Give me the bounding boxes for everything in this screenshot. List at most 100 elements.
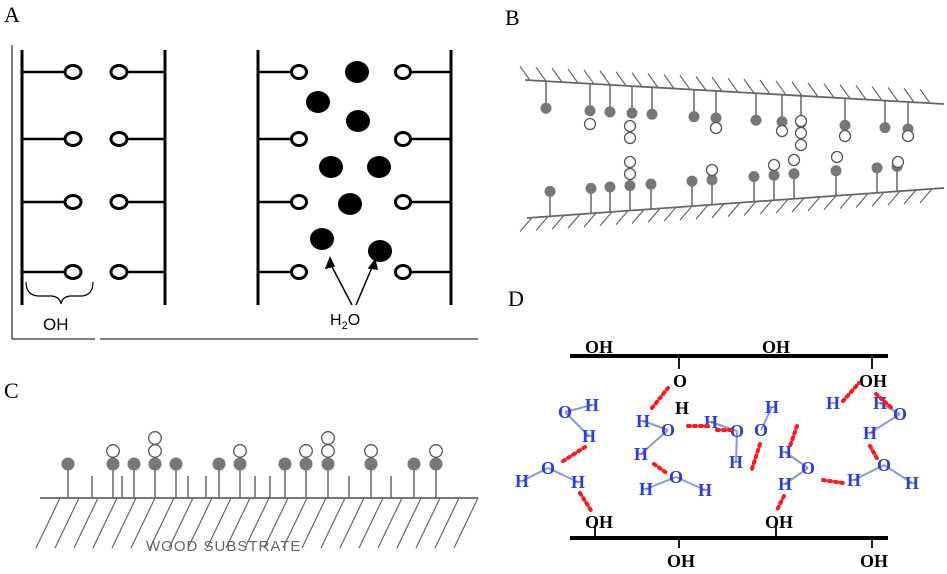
covalent-bond — [784, 451, 809, 469]
hydrogen-atom: H — [778, 474, 792, 494]
hydroxyl-group — [788, 168, 800, 199]
hydroxyl-stems — [61, 431, 443, 498]
water-molecule — [364, 444, 378, 458]
hydrogen-atom: H — [778, 442, 792, 462]
hydroxyl-group — [776, 94, 788, 128]
chain-stems — [594, 356, 873, 548]
hydrogen-atom: H — [571, 472, 585, 492]
hydroxyl-group — [394, 194, 412, 210]
oxygen-atom: O — [877, 455, 891, 475]
h2o-label: H2O — [330, 312, 360, 332]
water-molecule — [319, 156, 343, 178]
water-molecule — [775, 124, 789, 138]
hydroxyl-group — [321, 431, 335, 498]
oxygen-atom: O — [730, 421, 744, 441]
hydrogen-atom: H — [765, 397, 779, 417]
hydroxyl-group — [585, 182, 597, 214]
hydroxyl-group — [710, 90, 722, 124]
h2o-arrows — [324, 256, 378, 306]
hydrogen-atom: H — [847, 470, 861, 490]
water-molecule — [623, 167, 637, 181]
water-molecule — [794, 114, 808, 128]
hydrogen-atom: H — [634, 444, 648, 464]
hydrogen-atom: H — [515, 471, 529, 491]
oxygen-atom: O — [558, 402, 572, 422]
hydroxyl-group — [429, 444, 443, 498]
hydrogen-bond — [650, 386, 670, 410]
hydroxyl-group — [626, 86, 638, 119]
lower-hatching — [519, 188, 933, 233]
hydroxyl-group — [148, 431, 162, 498]
covalent-bond — [547, 467, 579, 483]
hydrogen-atom: H — [585, 395, 599, 415]
wood-substrate-label: WOOD SUBSTRATE — [146, 538, 301, 555]
hydrogen-bond — [841, 381, 861, 403]
hydroxyl-group — [871, 162, 883, 193]
oh-label: OH — [765, 512, 793, 532]
oh-label: OH — [585, 337, 613, 357]
water-molecule — [346, 110, 370, 132]
oh-label: OH — [860, 551, 888, 571]
hydroxyl-group — [290, 264, 308, 280]
panel-d-label: D — [508, 286, 524, 311]
panel-a: A — [4, 2, 478, 340]
hydrogen-atom: H — [863, 423, 877, 443]
hydroxyl-group — [233, 444, 247, 498]
water-molecule — [429, 444, 443, 458]
hydrogen-bond — [868, 444, 880, 462]
hydrogen-bond — [558, 445, 587, 465]
surface-ticks — [91, 476, 392, 498]
hydroxyl-group — [540, 81, 552, 114]
covalent-bond — [853, 464, 885, 481]
hydroxyl-group — [364, 444, 378, 498]
hydrogen-bond — [788, 424, 799, 448]
panel-a-wet-surfaces — [256, 50, 453, 305]
oxygen-atom: O — [801, 458, 815, 478]
hydrogen-bond — [874, 392, 895, 411]
hydroxyl-group — [748, 171, 760, 202]
hydroxyl-group — [109, 64, 129, 80]
oh-brace — [25, 281, 94, 305]
hydrogen-atom: H — [905, 473, 919, 493]
covalent-bond — [883, 464, 913, 484]
hydrogen-atom: H — [826, 393, 840, 413]
water-molecule — [794, 138, 808, 152]
water-molecule — [321, 444, 335, 458]
hydroxyl-group — [169, 457, 183, 498]
hydroxyl-group — [63, 264, 83, 280]
oh-label: OH — [859, 371, 887, 391]
covalent-bond — [675, 476, 706, 491]
water-molecule — [310, 228, 334, 250]
hydroxyl-group — [63, 64, 83, 80]
water-molecule — [901, 129, 915, 143]
hydroxyl-group — [394, 131, 412, 147]
lower-surface — [526, 187, 945, 219]
water-molecule — [148, 431, 162, 445]
hydrogen-atom: H — [698, 480, 712, 500]
water-molecule — [705, 163, 719, 177]
hydroxyl-group — [290, 64, 308, 80]
hydroxyl-group — [604, 181, 616, 213]
hydroxyl-group — [290, 194, 308, 210]
oh-label: OH — [762, 337, 790, 357]
hydrogen-bonds — [558, 381, 895, 514]
hydrogen-atom: H — [582, 426, 596, 446]
water-molecule — [787, 153, 801, 167]
hydroxyl-group — [902, 101, 914, 135]
upper-surface — [524, 79, 945, 105]
panel-a-dry-surfaces — [20, 50, 167, 305]
panel-c-label: C — [4, 378, 19, 403]
hydroxyl-group — [394, 64, 412, 80]
water-molecule — [794, 126, 808, 140]
hydroxyl-group — [106, 444, 120, 498]
hydroxyl-group — [879, 100, 891, 134]
covalent-bond — [784, 467, 809, 485]
water-molecule — [623, 131, 637, 145]
hydroxyl-group — [109, 264, 129, 280]
water-molecule — [338, 193, 362, 215]
water-molecule — [623, 119, 637, 133]
o-label: O — [673, 371, 687, 391]
water-molecule — [345, 61, 369, 83]
hydroxyl-group — [686, 175, 698, 207]
